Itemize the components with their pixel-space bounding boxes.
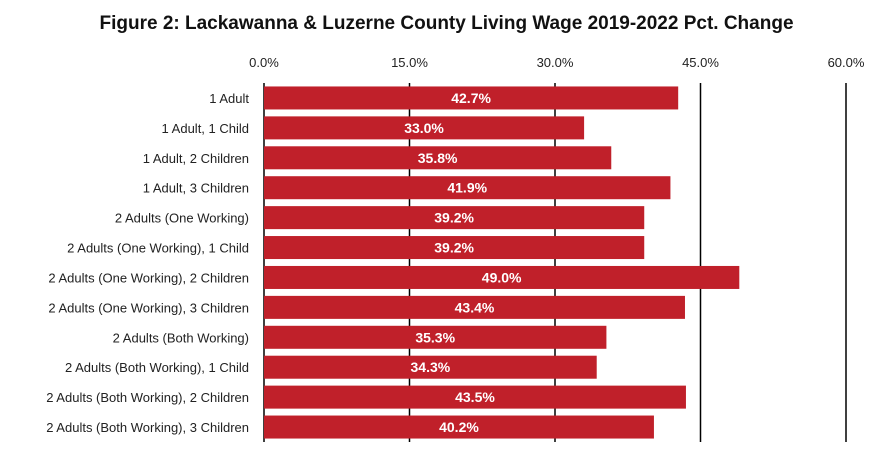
chart-title: Figure 2: Lackawanna & Luzerne County Li… xyxy=(99,13,794,34)
bar xyxy=(264,86,679,110)
category-label: 1 Adult, 2 Children xyxy=(143,151,249,166)
category-labels: 1 Adult 1 Adult, 1 Child 1 Adult, 2 Childr… xyxy=(46,91,249,435)
category-label: 2 Adults (Both Working) xyxy=(113,330,249,345)
category-label: 2 Adults (Both Working), 1 Child xyxy=(65,360,249,375)
category-label: 2 Adults (One Working), 2 Children xyxy=(48,270,249,285)
data-label: 33.0% xyxy=(404,120,444,136)
category-label: 1 Adult xyxy=(209,91,249,106)
data-label: 39.2% xyxy=(434,210,474,226)
x-tick-label: 0.0% xyxy=(249,55,279,70)
data-label: 43.5% xyxy=(455,389,495,405)
bars: 42.7% 33.0% 35.8% 41.9% 39.2% 39.2% 49.0% 43.4%… xyxy=(264,86,740,439)
bar xyxy=(264,146,612,170)
data-label: 34.3% xyxy=(411,359,451,375)
data-label: 35.3% xyxy=(415,329,455,345)
bar xyxy=(264,265,740,289)
x-tick-label: 60.0% xyxy=(828,55,865,70)
bar xyxy=(264,176,671,200)
x-tick-label: 45.0% xyxy=(682,55,719,70)
data-label: 43.4% xyxy=(455,299,495,315)
data-label: 42.7% xyxy=(451,90,491,106)
bar xyxy=(264,385,686,409)
bar xyxy=(264,325,607,349)
bar xyxy=(264,295,685,319)
data-label: 39.2% xyxy=(434,240,474,256)
bar xyxy=(264,116,585,140)
category-label: 2 Adults (One Working) xyxy=(115,211,249,226)
data-label: 40.2% xyxy=(439,419,479,435)
category-label: 1 Adult, 3 Children xyxy=(143,181,249,196)
x-tick-label: 15.0% xyxy=(391,55,428,70)
bar xyxy=(264,206,645,230)
data-label: 41.9% xyxy=(447,180,487,196)
bar xyxy=(264,415,654,439)
data-label: 49.0% xyxy=(482,269,522,285)
category-label: 2 Adults (One Working), 1 Child xyxy=(67,241,249,256)
category-label: 2 Adults (Both Working), 2 Children xyxy=(46,390,249,405)
x-axis-tick-labels: 0.0% 15.0% 30.0% 45.0% 60.0% xyxy=(249,55,865,70)
data-label: 35.8% xyxy=(418,150,458,166)
x-tick-label: 30.0% xyxy=(537,55,574,70)
category-label: 2 Adults (One Working), 3 Children xyxy=(48,300,249,315)
bar xyxy=(264,236,645,260)
category-label: 2 Adults (Both Working), 3 Children xyxy=(46,420,249,435)
bar xyxy=(264,355,597,379)
gridlines xyxy=(263,83,847,442)
category-label: 1 Adult, 1 Child xyxy=(162,121,249,136)
